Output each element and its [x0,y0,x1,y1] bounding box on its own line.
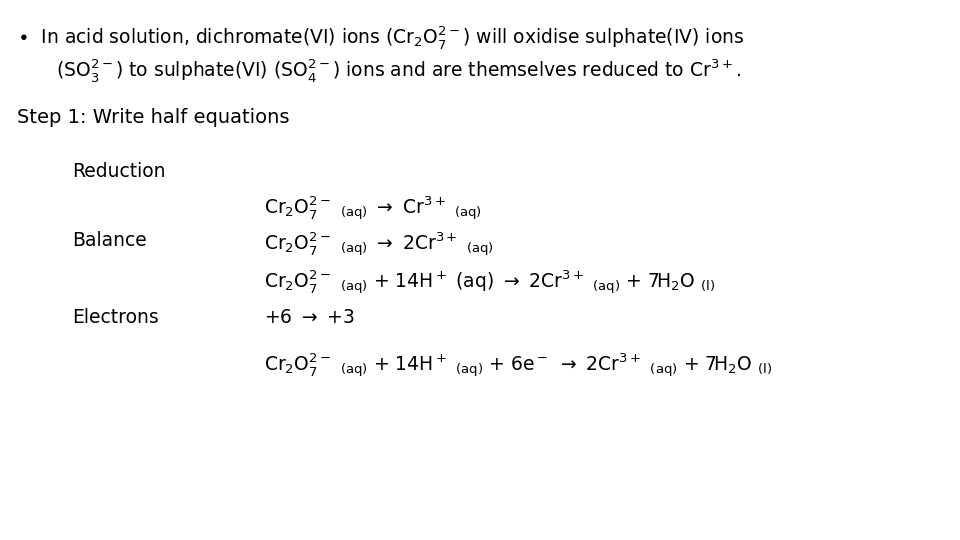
Text: Cr$_2$O$_7^{2-}$ $_{\mathregular{(aq)}}$ + 14H$^+$ $_{\mathregular{(aq)}}$ + 6e$: Cr$_2$O$_7^{2-}$ $_{\mathregular{(aq)}}$… [264,352,773,380]
Text: +6 $\rightarrow$ +3: +6 $\rightarrow$ +3 [264,308,354,327]
Text: Balance: Balance [72,231,147,250]
Text: Reduction: Reduction [72,162,165,181]
Text: $\bullet$  In acid solution, dichromate(VI) ions (Cr$_2$O$_7^{2-}$) will oxidise: $\bullet$ In acid solution, dichromate(V… [17,24,745,51]
Text: (SO$_3^{2-}$) to sulphate(VI) (SO$_4^{2-}$) ions and are themselves reduced to C: (SO$_3^{2-}$) to sulphate(VI) (SO$_4^{2-… [56,57,741,84]
Text: Cr$_2$O$_7^{2-}$ $_{\mathregular{(aq)}}$ + 14H$^+$ (aq) $\rightarrow$ 2Cr$^{3+}$: Cr$_2$O$_7^{2-}$ $_{\mathregular{(aq)}}$… [264,269,715,297]
Text: Step 1: Write half equations: Step 1: Write half equations [17,108,290,127]
Text: Cr$_2$O$_7^{2-}$ $_{\mathregular{(aq)}}$ $\rightarrow$ Cr$^{3+}$ $_{\mathregular: Cr$_2$O$_7^{2-}$ $_{\mathregular{(aq)}}$… [264,195,482,224]
Text: Cr$_2$O$_7^{2-}$ $_{\mathregular{(aq)}}$ $\rightarrow$ 2Cr$^{3+}$ $_{\mathregula: Cr$_2$O$_7^{2-}$ $_{\mathregular{(aq)}}$… [264,231,493,259]
Text: Electrons: Electrons [72,308,158,327]
